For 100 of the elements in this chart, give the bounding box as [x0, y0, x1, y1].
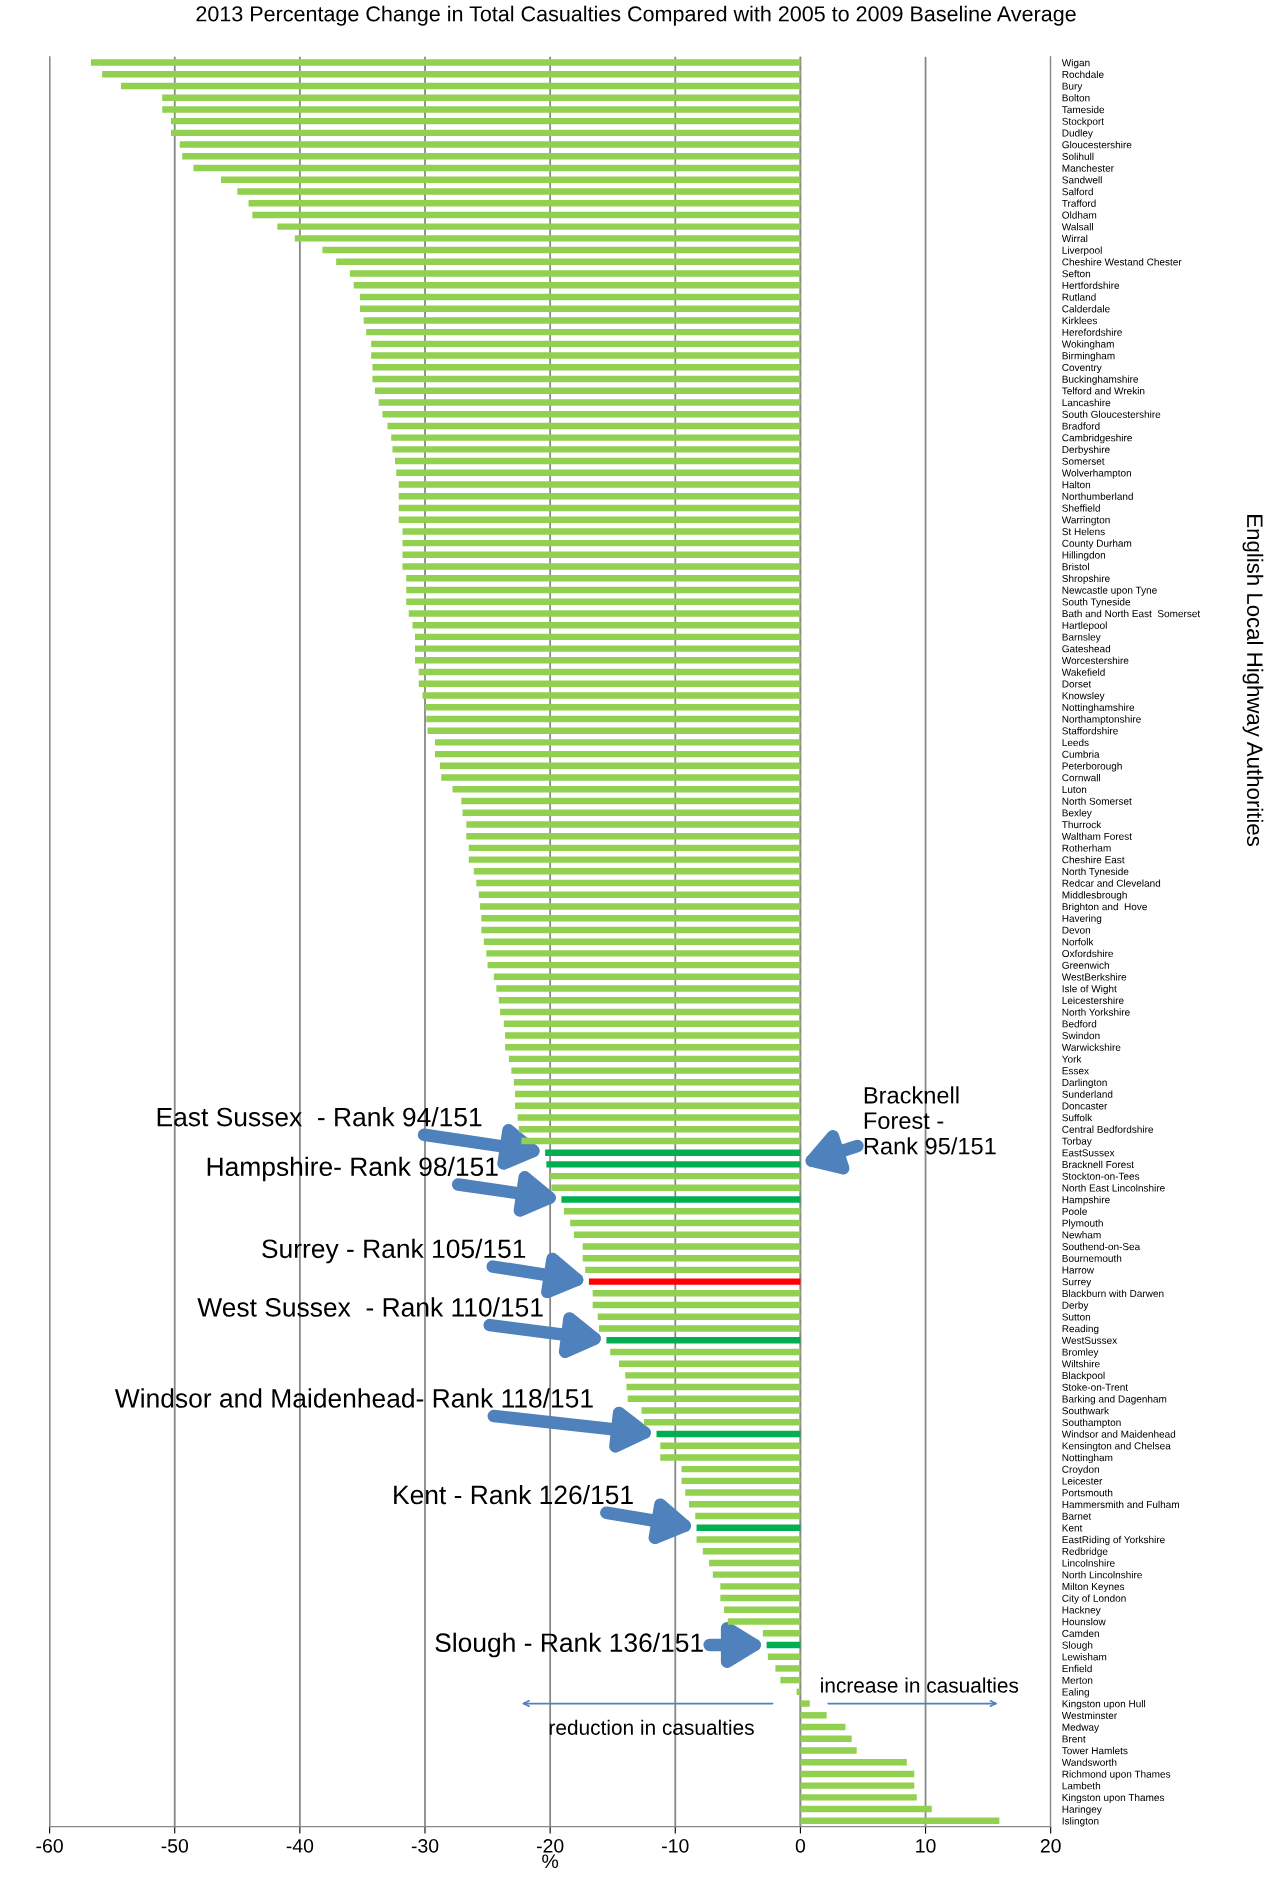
y-tick-label: Hertfordshire	[1062, 281, 1120, 289]
x-tick-label: -60	[36, 1838, 63, 1853]
y-tick-label: Hampshire	[1062, 1195, 1110, 1206]
y-tick-label: Birmingham	[1062, 351, 1115, 362]
y-tick-label: Medway	[1062, 1723, 1099, 1733]
y-tick-label: Staffordshire	[1062, 727, 1118, 735]
annotation: Windsor and Maidenhead- Rank 118/151	[114, 1388, 593, 1408]
annotation: Hampshire- Rank 98/151	[207, 1156, 498, 1182]
y-tick-label: Rotherham	[1062, 844, 1111, 852]
y-tick-label: Bolton	[1062, 94, 1090, 102]
y-tick-label: Redbridge	[1062, 1547, 1108, 1557]
y-tick-label: Middlesbrough	[1062, 891, 1127, 901]
y-tick-label: Camden	[1062, 1629, 1099, 1637]
y-tick-label: Derby	[1062, 1301, 1089, 1311]
y-tick-label: Walsall	[1061, 223, 1093, 231]
y-tick-label: Telford and Wrekin	[1062, 387, 1145, 395]
y-tick-label: Wandsworth	[1061, 1758, 1117, 1766]
y-tick-label: Tameside	[1062, 105, 1105, 114]
y-tick-label: Torbay	[1062, 1137, 1092, 1147]
y-tick-label: Devon	[1062, 926, 1091, 934]
y-tick-label: Kensington and Chelsea	[1062, 1442, 1171, 1452]
y-tick-label: Islington	[1062, 1817, 1099, 1827]
y-tick-label: Richmond upon Thames	[1062, 1770, 1171, 1780]
y-tick-label: Dudley	[1062, 129, 1093, 139]
y-tick-label: Brighton and Hove	[1062, 902, 1147, 913]
y-tick-label: EastSussex	[1062, 1149, 1115, 1157]
y-tick-label: Lambeth	[1062, 1782, 1101, 1790]
y-tick-label: Surrey	[1062, 1278, 1092, 1288]
y-tick-label: Herefordshire	[1062, 328, 1122, 336]
y-tick-label: Bury	[1062, 82, 1083, 92]
y-tick-label: Bristol	[1062, 562, 1089, 571]
y-tick-label: Portsmouth	[1062, 1488, 1113, 1497]
y-tick-label: Leicester	[1062, 1477, 1103, 1485]
y-tick-label: Leeds	[1062, 738, 1089, 747]
y-tick-label: Calderdale	[1062, 305, 1110, 313]
y-tick-label: Cheshire Westand Chester	[1062, 258, 1182, 266]
y-tick-label: Sheffield	[1062, 504, 1100, 512]
y-tick-label: Halton	[1062, 480, 1091, 489]
y-tick-label: Slough	[1062, 1641, 1093, 1651]
y-tick-label: Kingston upon Hull	[1062, 1699, 1146, 1710]
y-tick-label: Luton	[1062, 786, 1087, 793]
annotation: Slough - Rank 136/151	[435, 1632, 703, 1658]
y-tick-label: Windsor and Maidenhead	[1061, 1430, 1176, 1438]
y-tick-label: Poole	[1062, 1207, 1087, 1215]
y-tick-label: Wokingham	[1061, 340, 1114, 350]
x-tick-label: -30	[411, 1838, 439, 1853]
y-tick-label: Somerset	[1062, 457, 1105, 465]
y-tick-label: North Yorkshire	[1062, 1008, 1130, 1016]
y-tick-label: Manchester	[1062, 164, 1114, 172]
y-tick-label: Northumberland	[1062, 492, 1133, 500]
y-tick-label: Bedford	[1062, 1020, 1097, 1028]
y-tick-label: Rutland	[1062, 293, 1096, 301]
y-tick-label: Isle of Wight	[1062, 984, 1117, 995]
y-tick-label: Swindon	[1062, 1031, 1100, 1040]
y-tick-label: Coventry	[1062, 363, 1102, 373]
y-tick-label: Darlington	[1062, 1078, 1107, 1089]
y-tick-label: Havering	[1062, 914, 1102, 924]
y-tick-label: Suffolk	[1062, 1113, 1093, 1122]
y-tick-label: Hammersmith and Fulham	[1062, 1500, 1179, 1509]
y-tick-label: Wolverhampton	[1061, 469, 1131, 479]
y-tick-label: Wigan	[1061, 58, 1090, 69]
y-tick-label: Gloucestershire	[1062, 140, 1132, 149]
y-tick-label: Harrow	[1062, 1266, 1095, 1274]
y-tick-label: Salford	[1062, 187, 1093, 196]
y-tick-label: Leicestershire	[1062, 996, 1124, 1004]
y-tick-label: Central Bedfordshire	[1062, 1125, 1154, 1133]
x-tick-label: -20	[536, 1838, 564, 1853]
chart-title: 2013 Percentage Change in Total Casualties Compared with 2005 to 2009 Baseline Average	[196, 5, 1076, 26]
y-tick-label: Cambridgeshire	[1062, 434, 1132, 444]
y-tick-label: Milton Keynes	[1062, 1582, 1125, 1593]
y-tick-label: Sutton	[1062, 1313, 1091, 1321]
y-tick-label: Westminster	[1061, 1711, 1117, 1720]
y-tick-label: Kirklees	[1062, 316, 1097, 325]
y-tick-label: South Tyneside	[1062, 598, 1131, 608]
y-tick-label: North Somerset	[1062, 797, 1132, 805]
y-tick-label: Stockport	[1062, 117, 1104, 127]
y-tick-label: Hounslow	[1062, 1617, 1106, 1626]
y-tick-label: Rochdale	[1062, 70, 1104, 78]
x-axis-title: %	[542, 1854, 559, 1869]
x-tick-label: 20	[1040, 1838, 1061, 1853]
y-tick-label: Tower Hamlets	[1062, 1746, 1128, 1755]
y-tick-label: Lincolnshire	[1062, 1559, 1115, 1567]
y-tick-label: York	[1062, 1055, 1082, 1063]
y-tick-label: Newcastle upon Tyne	[1062, 586, 1157, 596]
y-tick-label: Nottinghamshire	[1062, 703, 1135, 713]
y-tick-label: Wakefield	[1061, 668, 1105, 676]
annotation: increase in casualties	[821, 1677, 1019, 1693]
y-tick-label: St Helens	[1062, 527, 1105, 536]
y-tick-label: Greenwich	[1062, 961, 1109, 969]
y-tick-label: Cumbria	[1062, 750, 1100, 758]
y-tick-label: Bracknell Forest	[1062, 1160, 1134, 1169]
y-tick-label: Nottingham	[1062, 1453, 1113, 1464]
y-tick-label: Kingston upon Thames	[1062, 1793, 1165, 1804]
y-tick-label: Brent	[1062, 1735, 1086, 1743]
y-tick-label: Croydon	[1062, 1465, 1099, 1475]
y-tick-label: Bradford	[1062, 422, 1100, 430]
x-tick-label: -40	[286, 1838, 314, 1853]
y-tick-label: Bexley	[1062, 809, 1092, 819]
y-tick-label: Gateshead	[1062, 645, 1111, 653]
y-tick-label: WestSussex	[1061, 1336, 1118, 1344]
